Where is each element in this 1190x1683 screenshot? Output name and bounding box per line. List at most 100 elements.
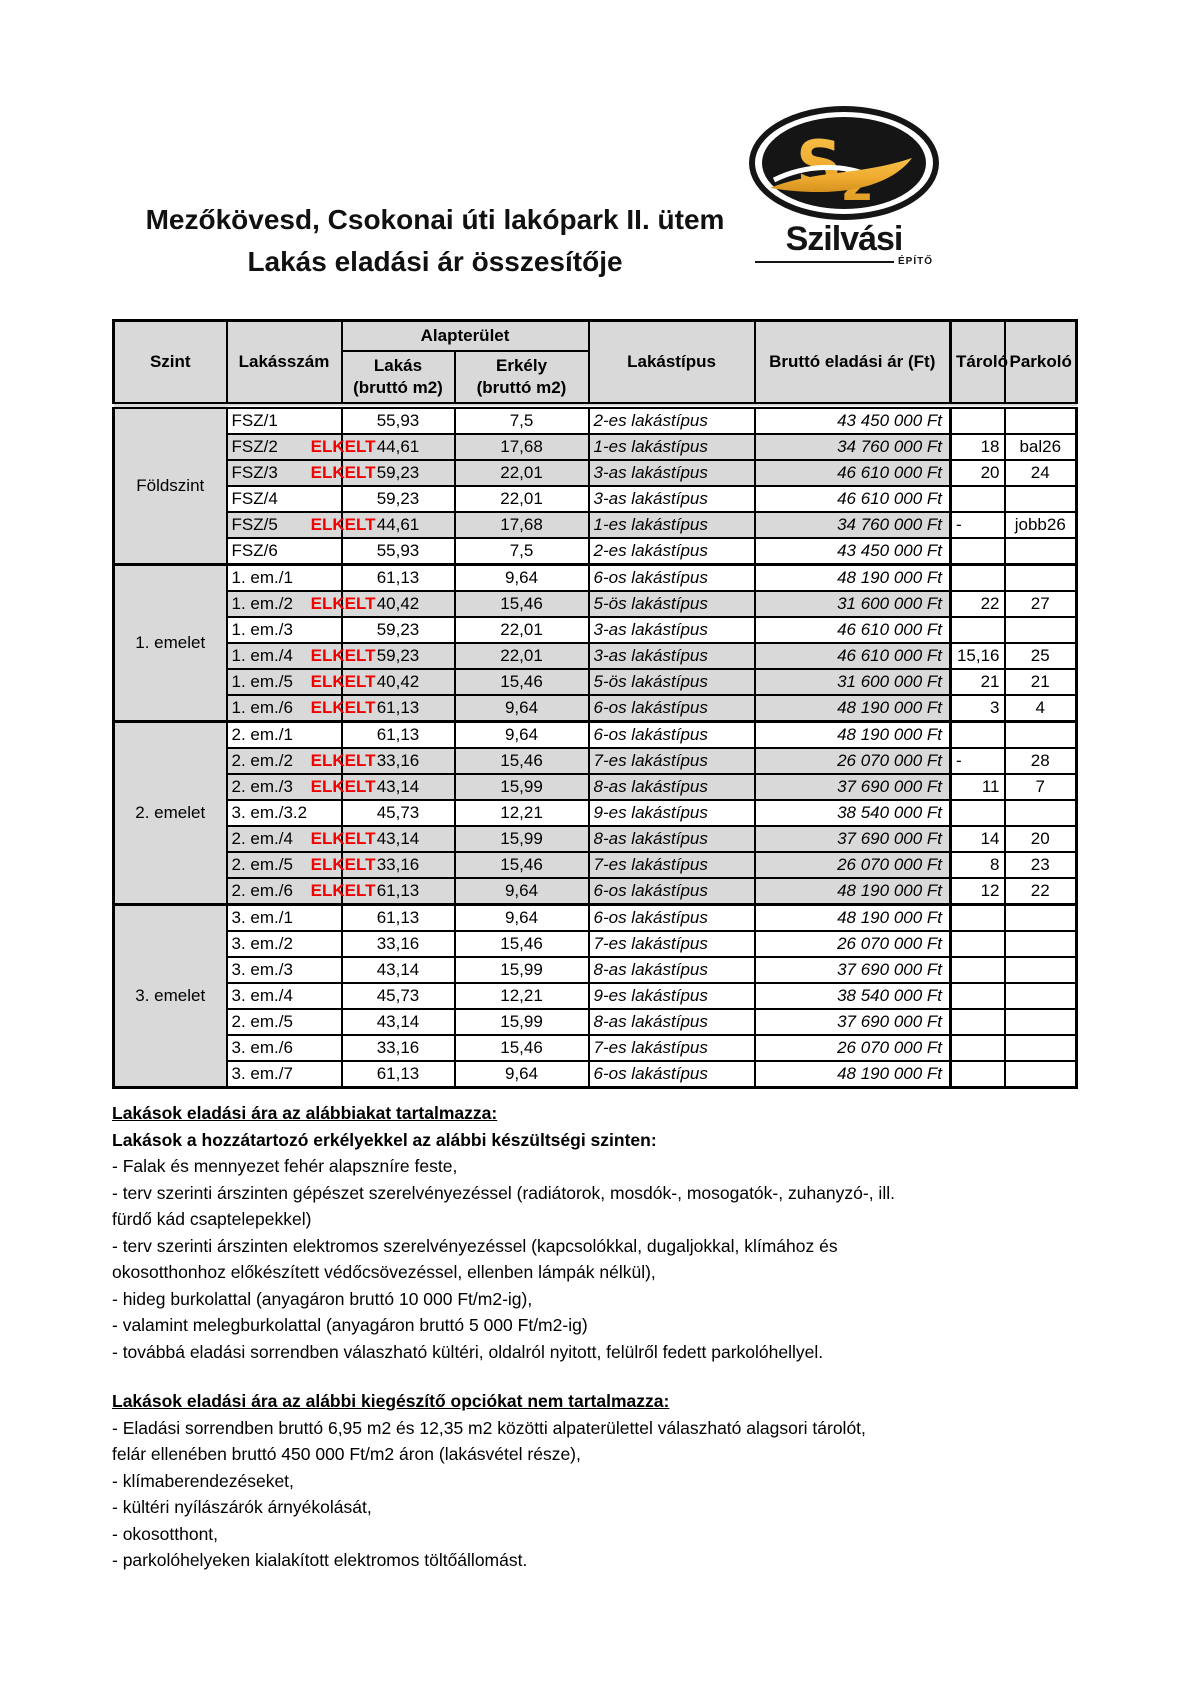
cell-apartment: FSZ/4 [225, 485, 343, 513]
note-line: - Falak és mennyezet fehér alapszníre fe… [112, 1156, 458, 1176]
table-row: 2. em./3 ELKELT 43,14 15,99 8-as lakástípus 3… [114, 773, 1078, 801]
note-line: - klímaberendezéseket, [112, 1470, 294, 1491]
cell-flat-area: 61,13 [340, 903, 456, 932]
cell-balcony-area: 15,46 [453, 1034, 590, 1062]
cell-balcony-area: 12,21 [453, 982, 590, 1010]
note-line: fürdő kád csaptelepekkel) [112, 1209, 312, 1229]
cell-parking [1003, 982, 1078, 1010]
cell-balcony-area: 9,64 [453, 720, 590, 749]
sold-badge: ELKELT [310, 829, 376, 848]
notes: Lakások eladási ára az alábbiakat tartal… [112, 1100, 1122, 1574]
col-header-ar: Bruttó eladási ár (Ft) [753, 319, 952, 407]
cell-price: 26 070 000 Ft [753, 1034, 952, 1062]
cell-storage: 21 [949, 668, 1006, 696]
cell-storage: - [949, 747, 1006, 775]
cell-balcony-area: 22,01 [453, 642, 590, 670]
cell-storage: 11 [949, 773, 1006, 801]
cell-parking [1003, 956, 1078, 984]
cell-flat-area: 44,61 [340, 511, 456, 539]
cell-price: 34 760 000 Ft [753, 511, 952, 539]
cell-price: 46 610 000 Ft [753, 485, 952, 513]
cell-storage: 22 [949, 590, 1006, 618]
table-row: FSZ/6 55,93 7,5 2-es lakástípus 43 450 000 F… [114, 537, 1078, 566]
price-table: Szint Lakásszám Alapterület Lakástípus B… [112, 319, 1079, 1089]
cell-flat-area: 33,16 [340, 851, 456, 879]
cell-storage [949, 720, 1006, 749]
cell-balcony-area: 12,21 [453, 799, 590, 827]
table-row: Földszint FSZ/1 55,93 7,5 2-es lakástípus 43 … [112, 402, 1078, 566]
cell-type: 8-as lakástípus [587, 773, 756, 801]
cell-parking [1003, 720, 1078, 749]
cell-balcony-area: 15,46 [453, 747, 590, 775]
cell-price: 37 690 000 Ft [753, 956, 952, 984]
cell-type: 8-as lakástípus [587, 956, 756, 984]
cell-parking [1003, 402, 1078, 435]
table-row: 3. em./2 33,16 15,46 7-es lakástípus 26 070 … [114, 930, 1078, 958]
title-line-2: Lakás eladási ár összesítője [247, 246, 623, 277]
col-header-erkely-line2: (bruttó m2) [476, 378, 567, 397]
sold-badge: ELKELT [310, 777, 376, 796]
cell-parking: 28 [1003, 747, 1078, 775]
cell-type: 3-as lakástípus [587, 642, 756, 670]
cell-apartment: 2. em./1 [225, 720, 343, 749]
cell-storage [949, 956, 1006, 984]
table-row: 2. em./6 ELKELT 61,13 9,64 6-os lakástípus 48… [114, 877, 1078, 906]
cell-flat-area: 43,14 [340, 773, 456, 801]
cell-flat-area: 33,16 [340, 1034, 456, 1062]
cell-price: 26 070 000 Ft [753, 851, 952, 879]
sold-badge: ELKELT [310, 751, 376, 770]
cell-apartment: 1. em./4 ELKELT [225, 642, 376, 670]
cell-flat-area: 59,23 [340, 485, 456, 513]
cell-flat-area: 43,14 [340, 825, 456, 853]
note-line: - Eladási sorrendben bruttó 6,95 m2 és 1… [112, 1417, 866, 1438]
cell-floor: 2. emelet [112, 720, 228, 906]
cell-storage [949, 563, 1006, 592]
table-row: FSZ/3 ELKELT 59,23 22,01 3-as lakástípus 46 6… [114, 459, 1078, 487]
cell-storage [949, 930, 1006, 958]
cell-parking: 23 [1003, 851, 1078, 879]
cell-storage [949, 402, 1006, 435]
note-heading: Lakások eladási ára az alábbi kiegészítő… [112, 1391, 670, 1411]
table-row: 1. em./4 ELKELT 59,23 22,01 3-as lakástípus 4… [114, 642, 1078, 670]
cell-price: 34 760 000 Ft [753, 433, 952, 461]
cell-apartment: 2. em./5 ELKELT [225, 851, 376, 879]
cell-flat-area: 40,42 [340, 590, 456, 618]
note-line: okosotthonhoz előkészített védőcsövezéss… [112, 1262, 656, 1282]
cell-balcony-area: 9,64 [453, 903, 590, 932]
col-header-lakas: Lakás (bruttó m2) [340, 350, 456, 407]
cell-storage: 12 [949, 877, 1006, 906]
cell-price: 38 540 000 Ft [753, 799, 952, 827]
cell-flat-area: 43,14 [340, 956, 456, 984]
cell-price: 37 690 000 Ft [753, 1008, 952, 1036]
cell-flat-area: 61,13 [340, 1060, 456, 1089]
cell-price: 26 070 000 Ft [753, 930, 952, 958]
cell-type: 1-es lakástípus [587, 511, 756, 539]
cell-flat-area: 45,73 [340, 982, 456, 1010]
cell-storage [949, 485, 1006, 513]
cell-flat-area: 44,61 [340, 433, 456, 461]
logo-name: Szilvási [785, 220, 904, 258]
cell-balcony-area: 7,5 [453, 537, 590, 566]
cell-parking: jobb26 [1003, 511, 1078, 539]
col-header-szint: Szint [112, 319, 228, 407]
cell-parking [1003, 1034, 1078, 1062]
cell-apartment: FSZ/1 [225, 402, 343, 435]
cell-apartment: 2. em./4 ELKELT [225, 825, 376, 853]
cell-balcony-area: 15,99 [453, 825, 590, 853]
table-row: 3. em./3.2 45,73 12,21 9-es lakástípus 38 54… [114, 799, 1078, 827]
cell-storage: 15,16 [949, 642, 1006, 670]
cell-price: 48 190 000 Ft [753, 694, 952, 723]
cell-storage: 18 [949, 433, 1006, 461]
cell-type: 7-es lakástípus [587, 851, 756, 879]
cell-type: 2-es lakástípus [587, 537, 756, 566]
cell-price: 37 690 000 Ft [753, 773, 952, 801]
table-row: 3. em./7 61,13 9,64 6-os lakástípus 48 190 0… [114, 1060, 1078, 1089]
cell-price: 46 610 000 Ft [753, 616, 952, 644]
cell-apartment: 3. em./3.2 [225, 799, 343, 827]
cell-type: 7-es lakástípus [587, 1034, 756, 1062]
notes-section: Lakások eladási ára az alábbiakat tartal… [112, 1100, 1122, 1365]
cell-type: 6-os lakástípus [587, 694, 756, 723]
cell-type: 7-es lakástípus [587, 930, 756, 958]
cell-apartment: 3. em./6 [225, 1034, 343, 1062]
cell-parking: 4 [1003, 694, 1078, 723]
